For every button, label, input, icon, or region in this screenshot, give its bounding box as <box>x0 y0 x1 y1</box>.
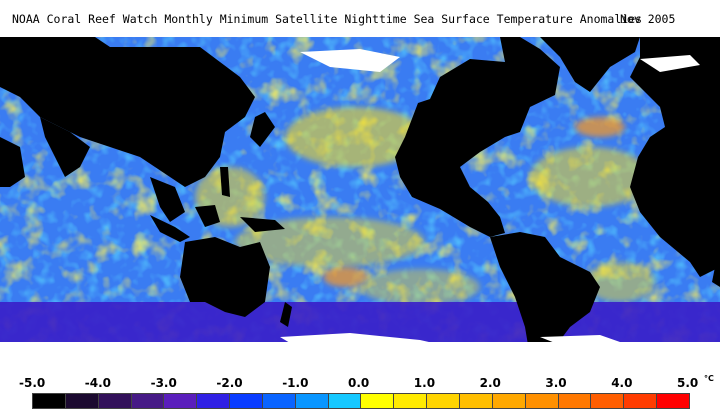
legend-swatch <box>131 394 165 408</box>
legend-swatch <box>657 394 690 408</box>
india <box>40 117 90 177</box>
legend-swatch <box>33 394 66 408</box>
legend-tick-label: 4.0 <box>611 376 633 390</box>
legend-tick-label: -3.0 <box>150 376 177 390</box>
asia <box>0 37 255 187</box>
legend-swatch <box>591 394 625 408</box>
europe-africa <box>630 37 720 277</box>
japan <box>250 112 275 147</box>
madagascar <box>712 252 720 287</box>
legend-swatch <box>98 394 132 408</box>
warm-north-pacific <box>285 107 425 167</box>
legend-unit: °C <box>704 374 714 383</box>
new-guinea <box>240 217 285 232</box>
legend-swatch <box>427 394 460 408</box>
legend-swatch <box>328 394 362 408</box>
north-america <box>95 37 560 237</box>
legend-tick-label: 0.0 <box>348 376 370 390</box>
antarctic-ice-lobe2 <box>540 335 620 345</box>
hot-central-pacific <box>323 267 367 287</box>
warm-atlantic <box>530 147 650 207</box>
legend-swatch <box>197 394 231 408</box>
warm-south-pacific <box>360 269 480 305</box>
map-date: Nov 2005 <box>620 12 676 26</box>
south-america <box>490 232 600 367</box>
legend-tick-label: 2.0 <box>479 376 501 390</box>
legend-color-bar <box>32 393 690 409</box>
legend-tick-label: -4.0 <box>84 376 112 390</box>
legend-swatch <box>525 394 559 408</box>
greenland <box>540 37 640 92</box>
sumatra <box>150 215 190 242</box>
legend-swatch <box>394 394 428 408</box>
warm-south-atlantic <box>585 262 655 302</box>
borneo <box>195 205 220 227</box>
legend-swatch <box>65 394 99 408</box>
legend-swatch <box>164 394 198 408</box>
legend-swatch <box>295 394 329 408</box>
australia <box>180 237 270 317</box>
map-title: NOAA Coral Reef Watch Monthly Minimum Sa… <box>12 12 643 26</box>
philippines <box>220 167 230 197</box>
legend-tick-label: -2.0 <box>216 376 243 390</box>
color-scale-legend: -5.0 -4.0 -3.0 -2.0 -1.0 0.0 1.0 2.0 3.0 4.0 5.0 °… <box>0 372 720 411</box>
legend-tick-label: -5.0 <box>19 376 46 390</box>
arctic-ice <box>300 49 400 72</box>
hot-north-atlantic <box>575 117 625 137</box>
east-africa <box>0 137 25 187</box>
indochina <box>150 177 185 222</box>
header: NOAA Coral Reef Watch Monthly Minimum Sa… <box>0 3 720 37</box>
land-masses <box>0 37 720 367</box>
sst-anomaly-map <box>0 37 720 370</box>
legend-swatch <box>230 394 263 408</box>
legend-swatch <box>624 394 658 408</box>
arctic-ice-east <box>640 55 700 72</box>
warm-equatorial-pacific <box>235 217 425 267</box>
antarctic-ice <box>0 342 720 370</box>
legend-swatch <box>492 394 526 408</box>
antarctic-ice-lobe <box>280 333 460 349</box>
legend-tick-label: 3.0 <box>545 376 567 390</box>
legend-swatch <box>361 394 395 408</box>
legend-swatch <box>459 394 493 408</box>
legend-swatch <box>558 394 592 408</box>
legend-tick-label: -1.0 <box>282 376 309 390</box>
new-zealand <box>280 302 292 327</box>
sea-ice <box>0 49 720 370</box>
legend-swatch <box>262 394 296 408</box>
legend-tick-label: 1.0 <box>413 376 436 390</box>
legend-tick-label: 5.0 <box>677 376 699 390</box>
